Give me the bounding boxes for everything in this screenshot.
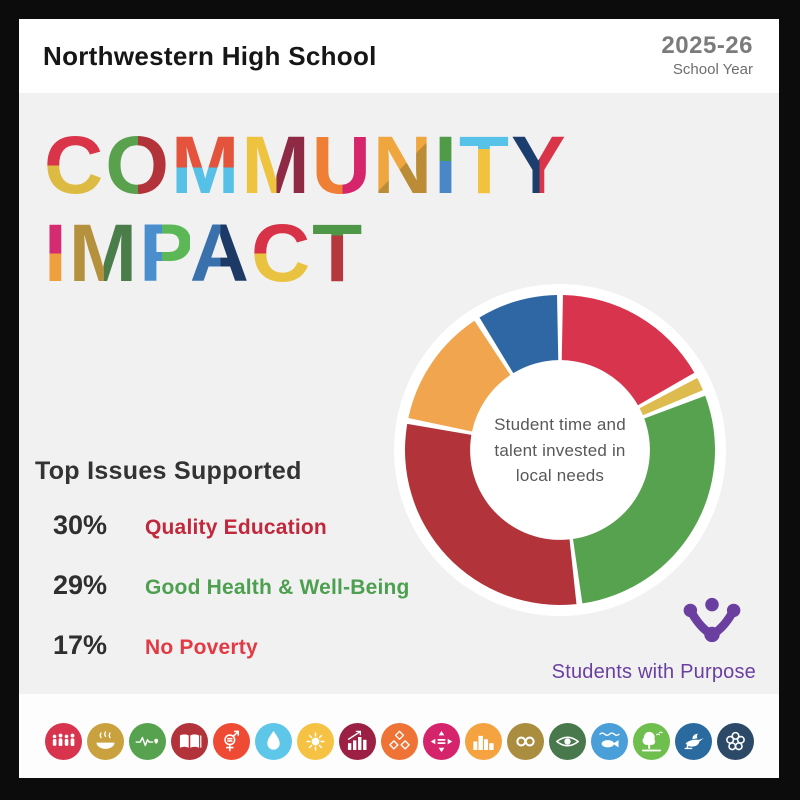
donut-slice-good-health-well-being (572, 395, 715, 604)
top-issues-heading: Top Issues Supported (35, 457, 302, 485)
sdg-good-health-icon (128, 723, 166, 760)
poster-page: Northwestern High School 2025-26 School … (19, 19, 779, 778)
sdg-gender-equality-icon (212, 723, 250, 760)
sdg-quality-education-icon (170, 723, 208, 760)
sdg-clean-water-icon (254, 723, 292, 760)
issue-label: Good Health & Well-Being (145, 576, 410, 599)
title-letter: C (250, 208, 313, 299)
issue-percent: 29% (53, 570, 108, 600)
sdg-icons-row (19, 694, 779, 778)
donut-slice-quality-education (405, 423, 577, 605)
sdg-reduced-inequalities-icon (422, 723, 460, 760)
issue-label: Quality Education (145, 516, 327, 539)
title-letter: T (458, 120, 511, 211)
sdg-responsible-consumption-icon (506, 723, 544, 760)
sdg-clean-energy-icon (296, 723, 334, 760)
issue-percent: 30% (53, 510, 108, 540)
title-letter: T (312, 208, 365, 299)
top-issues-section: Top Issues Supported 30% Quality Educatio… (35, 457, 410, 690)
title-letter: A (189, 208, 251, 299)
title-letter: O (105, 120, 172, 211)
issue-percent: 17% (53, 630, 108, 660)
title-letter: I (434, 120, 459, 211)
title-letter: N (372, 120, 435, 211)
brand: Students with Purpose (526, 596, 756, 684)
poster-title: COMMUNITY IMPACT (44, 122, 568, 298)
sdg-no-poverty-icon (44, 723, 82, 760)
donut-chart: Student time and talent invested in loca… (388, 278, 732, 622)
top-issues-list: 30% Quality Education 29% Good Health & Wel… (35, 510, 410, 690)
title-word-impact: IMPACT (44, 210, 568, 298)
title-word-community: COMMUNITY (44, 122, 568, 210)
title-letter: M (171, 120, 242, 211)
brand-name: Students with Purpose (551, 661, 756, 683)
donut-slice-unlabeled-orange (408, 320, 511, 432)
sdg-climate-action-icon (548, 723, 586, 760)
title-letter: I (44, 208, 69, 299)
donut-slice-unlabeled-gold (639, 377, 703, 416)
issue-row: 17% No Poverty (35, 630, 410, 690)
donut-center-label: Student time and talent invested in loca… (494, 414, 626, 485)
sdg-zero-hunger-icon (86, 723, 124, 760)
donut-svg (394, 284, 726, 616)
title-letter: P (139, 208, 190, 299)
title-letter: U (311, 120, 373, 211)
sdg-life-on-land-icon (632, 723, 670, 760)
header: Northwestern High School 2025-26 School … (19, 19, 779, 93)
school-year-label: School Year (672, 61, 753, 79)
issue-row: 29% Good Health & Well-Being (35, 570, 410, 630)
title-letter: Y (510, 120, 568, 211)
donut-slice-unlabeled-blue (479, 295, 559, 374)
title-letter: C (44, 120, 106, 211)
issue-row: 30% Quality Education (35, 510, 410, 570)
students-with-purpose-logo-icon (683, 597, 741, 643)
sdg-sustainable-cities-icon (464, 723, 502, 760)
title-letter: M (68, 208, 140, 299)
sdg-life-below-water-icon (590, 723, 628, 760)
donut-slice-no-poverty (561, 295, 695, 406)
year-block: 2025-26 School Year (661, 32, 753, 79)
sdg-industry-innovation-icon (380, 723, 418, 760)
title-letter: M (241, 120, 312, 211)
sdg-peace-justice-icon (674, 723, 712, 760)
sdg-partnerships-icon (716, 723, 754, 760)
school-name: Northwestern High School (43, 40, 377, 71)
school-year: 2025-26 (661, 32, 753, 60)
sdg-decent-work-icon (338, 723, 376, 760)
issue-label: No Poverty (145, 636, 258, 659)
